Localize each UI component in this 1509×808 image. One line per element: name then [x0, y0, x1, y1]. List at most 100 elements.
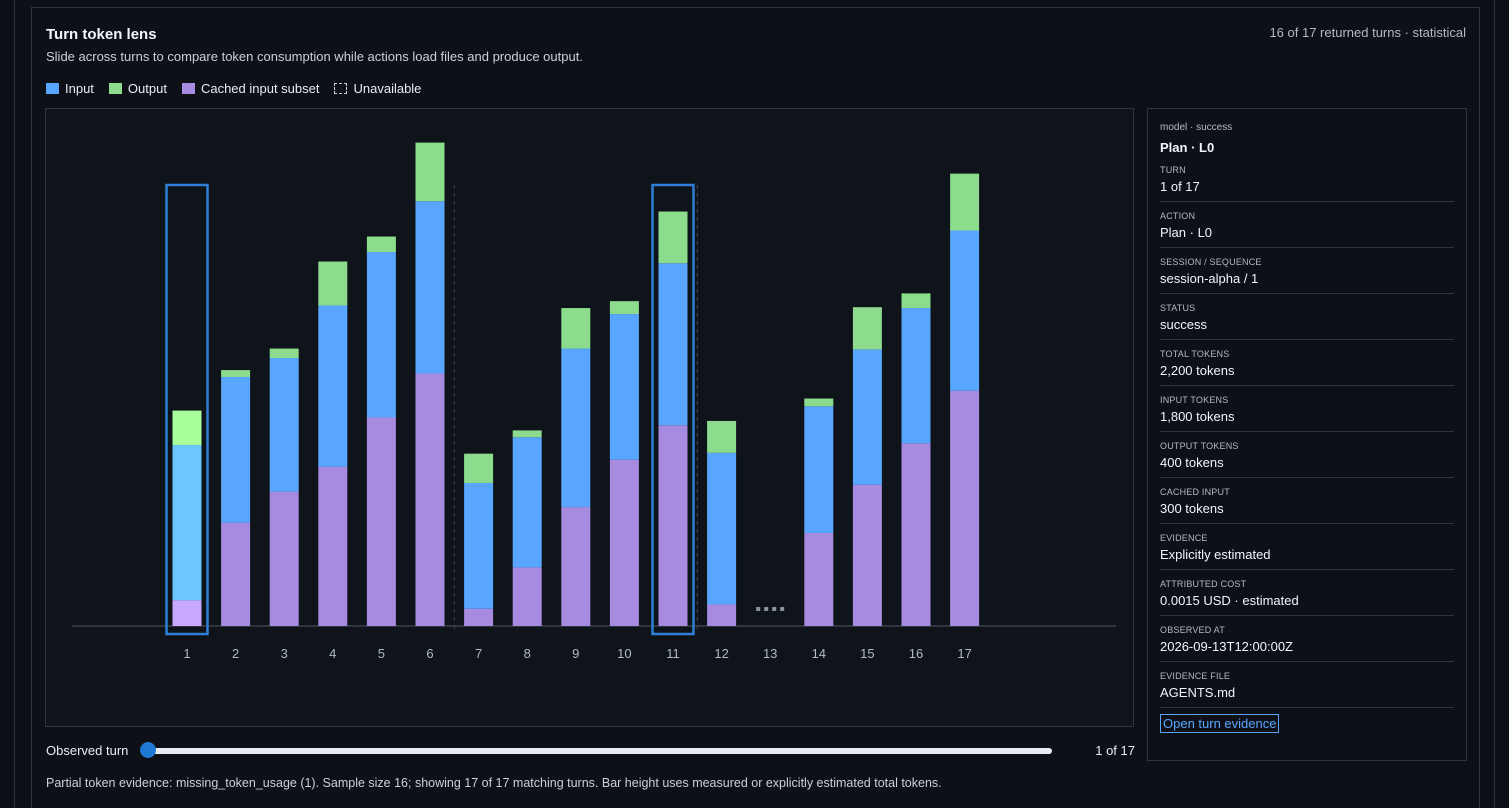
bar-output-9 — [561, 308, 591, 349]
bar-output-17 — [950, 173, 980, 231]
bar-cached-10 — [609, 459, 639, 626]
bar-input-10 — [609, 314, 639, 460]
bar-cached-14 — [804, 532, 834, 626]
bar-output-4 — [318, 261, 348, 306]
bar-output-12 — [707, 420, 737, 453]
token-chart-svg: 1 2 3 4 5 6 7 8 9 10 11 12 13 14 15 16 17 — [72, 142, 1116, 661]
detail-row-label: Observed at — [1160, 625, 1225, 635]
bar-output-6 — [415, 142, 445, 202]
legend-unavailable-label: Unavailable — [353, 81, 422, 96]
detail-row: Evidence Explicitly estimated — [1160, 524, 1454, 570]
bar-input-8 — [512, 437, 542, 568]
detail-row-value: 400 tokens — [1160, 455, 1224, 470]
detail-title: Plan · L0 — [1160, 140, 1215, 155]
turn-detail-panel: model · success Plan · L0 Turn 1 of 17 Act… — [1147, 108, 1467, 761]
tick-label-7: 7 — [475, 646, 482, 661]
returned-turns-meta: 16 of 17 returned turns · statistical — [1269, 25, 1466, 40]
legend-input: Input — [46, 81, 94, 96]
tick-label-3: 3 — [281, 646, 288, 661]
bar-input-17 — [950, 230, 980, 391]
turn-token-lens-panel: Turn token lens Slide across turns to co… — [31, 7, 1480, 808]
slider-track[interactable] — [149, 748, 1052, 754]
tick-label-14: 14 — [812, 646, 826, 661]
detail-row-value: 2026-09-13T12:00:00Z — [1160, 639, 1293, 654]
bar-input-2 — [221, 376, 251, 523]
legend-cached-swatch — [181, 83, 195, 94]
unavailable-marker — [764, 607, 769, 611]
tick-label-16: 16 — [909, 646, 923, 661]
observed-turn-slider-row: Observed turn 1 of 17 — [46, 741, 1135, 761]
tick-label-9: 9 — [572, 646, 579, 661]
legend-input-swatch — [46, 83, 59, 94]
tick-label-4: 4 — [329, 646, 336, 661]
detail-rows: Turn 1 of 17 Action Plan · L0 Session / sequ… — [1160, 155, 1454, 708]
bar-cached-1 — [172, 600, 202, 626]
bar-input-5 — [366, 252, 396, 418]
detail-row: Output tokens 400 tokens — [1160, 432, 1454, 478]
bar-output-7 — [464, 453, 494, 483]
bar-cached-9 — [561, 507, 591, 626]
page-border-left — [14, 0, 15, 808]
bar-input-14 — [804, 406, 834, 533]
tick-label-6: 6 — [426, 646, 433, 661]
bar-cached-12 — [707, 604, 737, 626]
legend-output-swatch — [108, 83, 122, 94]
bar-output-10 — [609, 301, 639, 315]
unavailable-marker — [780, 607, 785, 611]
bar-output-5 — [366, 236, 396, 253]
detail-row-value: AGENTS.md — [1160, 685, 1236, 700]
bar-output-14 — [804, 398, 834, 407]
bar-input-1 — [172, 445, 202, 601]
legend-unavailable-swatch — [334, 83, 348, 94]
detail-row: Session / sequence session-alpha / 1 — [1160, 248, 1454, 294]
bar-cached-4 — [318, 466, 348, 626]
bar-cached-8 — [512, 567, 542, 626]
panel-subtitle: Slide across turns to compare token cons… — [46, 49, 583, 64]
unavailable-marker — [756, 607, 761, 611]
tick-label-17: 17 — [957, 646, 971, 661]
bar-input-9 — [561, 348, 591, 508]
bar-cached-2 — [221, 522, 251, 626]
detail-row: Observed at 2026-09-13T12:00:00Z — [1160, 616, 1454, 662]
bar-input-15 — [852, 349, 882, 485]
detail-row-label: Total tokens — [1160, 349, 1230, 359]
detail-row: Turn 1 of 17 — [1160, 155, 1454, 202]
slider-thumb[interactable] — [140, 742, 156, 758]
highlight-frame-1 — [165, 183, 209, 636]
detail-row-label: Action — [1160, 211, 1196, 221]
detail-row-value: 300 tokens — [1160, 501, 1224, 516]
tick-label-5: 5 — [378, 646, 385, 661]
bar-input-3 — [269, 358, 299, 492]
footnote: Partial token evidence: missing_token_us… — [46, 776, 942, 790]
panel-title: Turn token lens — [46, 26, 157, 43]
legend-output: Output — [108, 81, 167, 96]
tick-label-13: 13 — [763, 646, 777, 661]
detail-row-value: Plan · L0 — [1160, 225, 1213, 240]
tick-label-2: 2 — [232, 646, 239, 661]
bar-cached-11 — [658, 425, 688, 626]
detail-row-label: Input tokens — [1160, 395, 1229, 405]
legend-output-label: Output — [127, 81, 167, 96]
detail-row-value: 1,800 tokens — [1160, 409, 1235, 424]
slider-count: 1 of 17 — [1095, 743, 1135, 758]
bar-input-7 — [464, 482, 494, 609]
detail-row: Status success — [1160, 294, 1454, 340]
page-border-right — [1494, 0, 1495, 808]
bar-cached-7 — [464, 608, 494, 626]
open-turn-evidence-button[interactable]: Open turn evidence — [1160, 714, 1280, 733]
detail-row-value: 0.0015 USD · estimated — [1160, 593, 1299, 608]
legend-unavailable: Unavailable — [334, 81, 421, 96]
detail-row-value: session-alpha / 1 — [1160, 271, 1259, 286]
detail-row-value: 1 of 17 — [1160, 179, 1200, 194]
bar-output-2 — [221, 370, 251, 377]
bar-cached-16 — [901, 443, 931, 626]
highlight-frame-11 — [651, 183, 695, 636]
detail-row: Action Plan · L0 — [1160, 202, 1454, 248]
bar-output-3 — [269, 348, 299, 359]
bar-input-16 — [901, 308, 931, 444]
bar-input-4 — [318, 305, 348, 467]
bar-cached-3 — [269, 491, 299, 626]
detail-row-label: Evidence — [1160, 533, 1208, 543]
tick-label-12: 12 — [714, 646, 728, 661]
detail-row-label: Attributed cost — [1160, 579, 1247, 589]
